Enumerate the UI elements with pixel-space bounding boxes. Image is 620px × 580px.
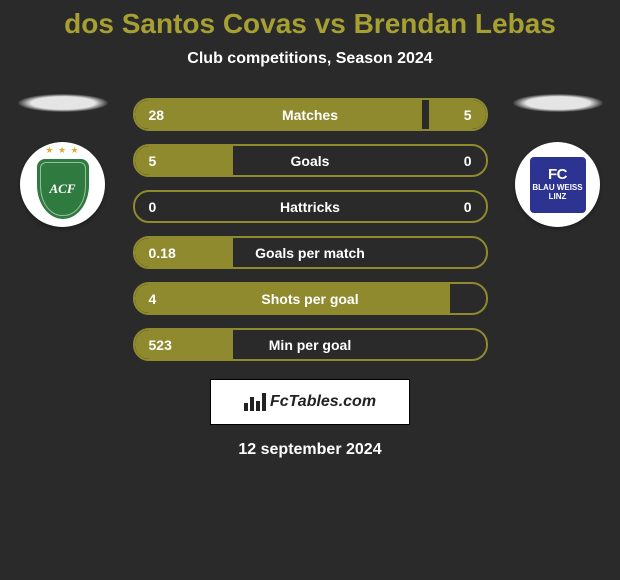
player-right-column: FC BLAU WEISS LINZ [508,98,608,227]
stat-row: 523Min per goal [133,328,488,361]
comparison-card: dos Santos Covas vs Brendan Lebas Club c… [0,0,620,580]
stat-value-right: 5 [406,107,486,123]
player-left-column: ★ ★ ★ ACF [13,98,113,227]
crest-right-line1: FC [548,167,567,184]
main-row: ★ ★ ★ ACF 28Matches55Goals00Hattricks00.… [0,98,620,361]
stat-value-left: 523 [135,337,215,353]
stat-value-left: 5 [135,153,215,169]
stat-value-right: 0 [406,199,486,215]
stat-row: 28Matches5 [133,98,488,131]
stat-value-left: 0.18 [135,245,215,261]
brand-badge[interactable]: FcTables.com [210,379,410,425]
stat-value-right: 0 [406,153,486,169]
stat-value-left: 28 [135,107,215,123]
stat-label: Hattricks [215,199,406,215]
club-badge-right: FC BLAU WEISS LINZ [515,142,600,227]
stars-icon: ★ ★ ★ [45,145,79,156]
stat-value-left: 0 [135,199,215,215]
stat-label: Goals [215,153,406,169]
page-title: dos Santos Covas vs Brendan Lebas [64,8,556,40]
date-label: 12 september 2024 [238,441,381,459]
stat-label: Shots per goal [215,291,406,307]
crest-right-icon: FC BLAU WEISS LINZ [530,157,586,213]
page-subtitle: Club competitions, Season 2024 [187,50,432,68]
crest-left-icon: ACF [37,159,89,219]
stat-label: Matches [215,107,406,123]
club-badge-left: ★ ★ ★ ACF [20,142,105,227]
crest-right-line3: LINZ [549,193,567,202]
stat-row: 0Hattricks0 [133,190,488,223]
stat-row: 4Shots per goal [133,282,488,315]
flag-placeholder-right [513,94,603,112]
stat-row: 5Goals0 [133,144,488,177]
stat-row: 0.18Goals per match [133,236,488,269]
stat-value-left: 4 [135,291,215,307]
chart-icon [244,393,266,411]
stats-panel: 28Matches55Goals00Hattricks00.18Goals pe… [133,98,488,361]
stat-label: Goals per match [215,245,406,261]
crest-left-text: ACF [49,181,75,197]
flag-placeholder-left [18,94,108,112]
brand-text: FcTables.com [270,393,376,411]
stat-label: Min per goal [215,337,406,353]
